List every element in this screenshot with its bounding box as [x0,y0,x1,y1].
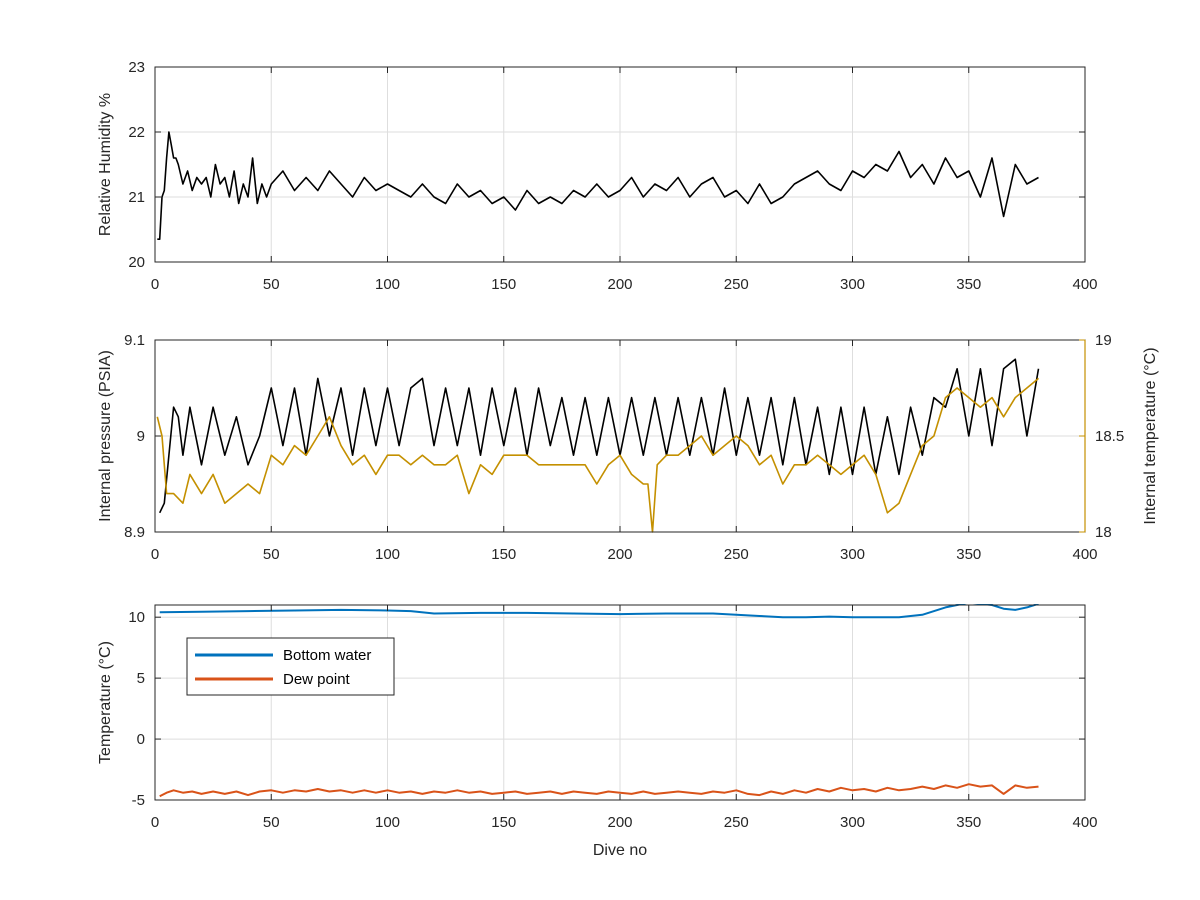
x-tick-label: 50 [263,814,280,831]
legend-entry: Dew point [283,671,351,688]
x-tick-label: 150 [491,814,516,831]
y-tick-label: 23 [128,59,145,76]
humidity-panel: 0 50 100 150 200 250 300 350 400 20 21 22 23 Relative… [97,59,1098,293]
y2-tick-label: 18 [1095,524,1112,541]
y-axis-label: Internal pressure (PSIA) [97,350,114,522]
y2-tick-label: 18.5 [1095,428,1124,445]
series-line-0 [158,358,1040,514]
y-axis-label: Relative Humidity % [97,93,114,236]
x-tick-label: 250 [724,276,749,293]
series-line-0 [157,131,1039,240]
legend-box [186,637,395,696]
x-tick-label: 150 [491,276,516,293]
temperature-panel: 0 50 100 150 200 250 300 350 400 -5 0 5 10 Temperatur… [97,604,1098,859]
x-tick-label: 350 [956,814,981,831]
x-tick-label: 100 [375,276,400,293]
x-tick-label: 400 [1072,546,1097,563]
x-tick-label: 300 [840,814,865,831]
x-tick-label: 300 [840,276,865,293]
x-tick-label: 200 [607,814,632,831]
x-tick-label: 0 [151,814,159,831]
x-tick-label: 0 [151,546,159,563]
y-tick-label: 22 [128,124,145,141]
x-tick-label: 200 [607,546,632,563]
x-tick-label: 100 [375,546,400,563]
y-tick-label: 20 [128,254,145,271]
x-tick-label: 350 [956,546,981,563]
y-tick-label: -5 [132,792,145,809]
x-tick-label: 50 [263,276,280,293]
x-axis-label: Dive no [593,842,647,859]
y-tick-label: 10 [128,609,145,626]
y-tick-label: 21 [128,189,145,206]
x-tick-label: 300 [840,546,865,563]
x-tick-label: 100 [375,814,400,831]
x-tick-label: 250 [724,814,749,831]
x-tick-label: 400 [1072,814,1097,831]
pressure-temperature-panel: 0 50 100 150 200 250 300 350 400 8.9 9 9.1 18 18.5 19 I… [97,332,1159,563]
x-tick-label: 400 [1072,276,1097,293]
y-tick-label: 8.9 [124,524,145,541]
legend: Bottom water Dew point [186,637,395,696]
x-tick-label: 350 [956,276,981,293]
y2-tick-label: 19 [1095,332,1112,349]
x-tick-label: 50 [263,546,280,563]
y-axis-label: Temperature (°C) [97,641,114,764]
series-line-1 [159,783,1039,798]
x-tick-label: 250 [724,546,749,563]
x-tick-label: 0 [151,276,159,293]
y-tick-label: 9 [137,428,145,445]
y-tick-label: 0 [137,731,145,748]
y2-axis-label: Internal temperature (°C) [1142,347,1159,524]
series-line-1 [156,377,1040,533]
x-tick-label: 150 [491,546,516,563]
x-tick-label: 200 [607,276,632,293]
y-tick-label: 9.1 [124,332,145,349]
series-line-0 [159,604,1039,619]
legend-entry: Bottom water [283,647,371,664]
y-tick-label: 5 [137,670,145,687]
